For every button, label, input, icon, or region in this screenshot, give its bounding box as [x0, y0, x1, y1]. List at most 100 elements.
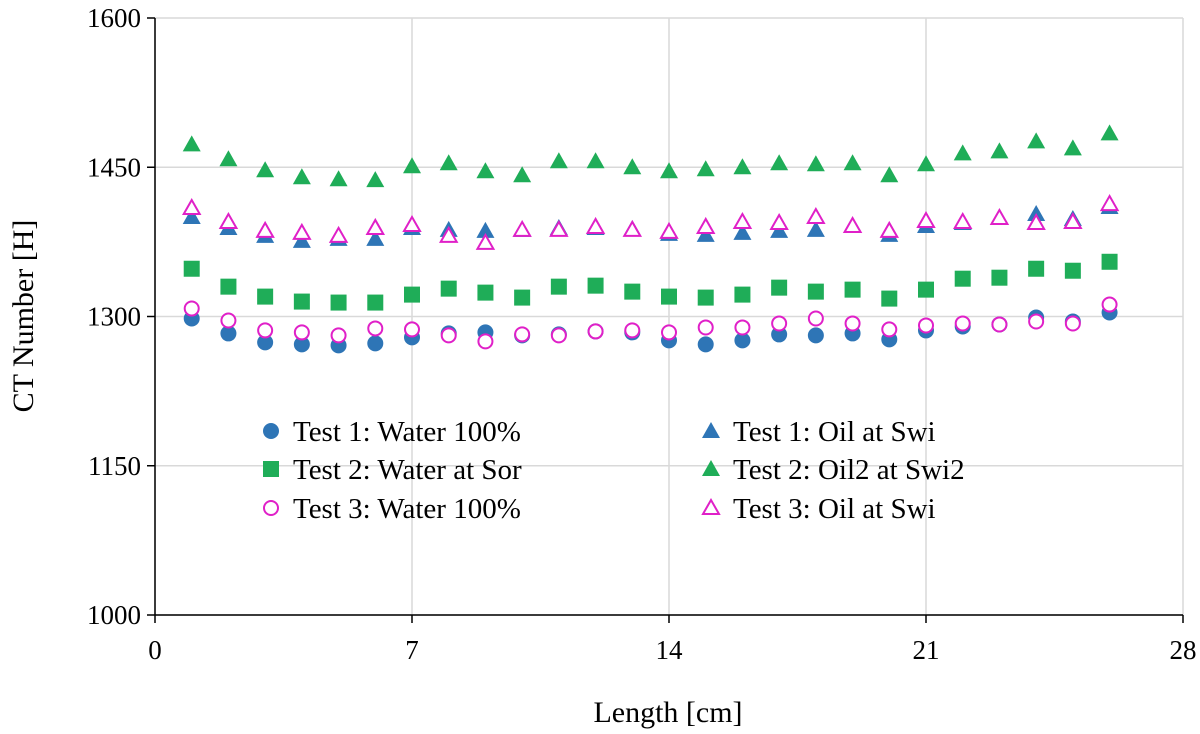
data-point	[989, 207, 1010, 225]
data-point	[587, 323, 604, 340]
data-point	[404, 286, 420, 303]
data-point	[549, 152, 568, 169]
legend-label: Test 3: Water 100%	[293, 493, 521, 525]
data-point	[330, 294, 347, 311]
data-point	[697, 289, 714, 306]
data-point	[513, 166, 532, 183]
legend-label: Test 2: Oil2 at Swi2	[733, 454, 965, 486]
data-point	[697, 336, 714, 353]
data-point	[661, 288, 677, 305]
data-point	[806, 220, 825, 237]
data-point	[991, 316, 1008, 333]
series-3	[183, 296, 1118, 350]
legend-entry: Test 2: Water at Sor	[263, 454, 522, 486]
data-point	[771, 279, 788, 296]
data-point	[918, 281, 934, 298]
data-point	[769, 212, 789, 230]
data-point	[881, 290, 898, 307]
data-point	[257, 288, 274, 305]
data-point	[1100, 124, 1119, 141]
data-point	[366, 171, 385, 188]
data-point	[880, 166, 899, 183]
data-point	[844, 281, 861, 298]
legend-entry: Test 3: Water 100%	[263, 493, 521, 525]
data-point	[770, 154, 789, 171]
x-tick-label: 28	[1170, 635, 1197, 665]
y-tick-label: 1300	[87, 302, 141, 332]
data-point	[367, 320, 384, 337]
data-point	[440, 327, 457, 344]
data-point	[403, 157, 421, 174]
legend: Test 1: Water 100% Test 2: Water at Sor Te…	[263, 416, 965, 525]
series-6	[181, 194, 1120, 250]
data-point	[182, 208, 201, 224]
x-tick-label: 21	[913, 635, 940, 665]
data-point	[255, 220, 275, 238]
data-point	[806, 155, 825, 172]
data-point	[477, 284, 494, 301]
data-point	[293, 293, 310, 310]
tick-marks	[147, 17, 1184, 623]
data-series	[181, 124, 1120, 354]
data-point	[659, 221, 679, 239]
x-tick-label: 14	[656, 635, 684, 665]
data-point	[438, 225, 459, 243]
data-point	[1064, 315, 1081, 332]
data-point	[1028, 260, 1045, 277]
legend-marker	[702, 460, 720, 476]
series-4	[182, 198, 1119, 248]
data-point	[366, 229, 385, 246]
data-point	[514, 289, 531, 306]
data-point	[1026, 212, 1046, 230]
y-tick-labels: 1000 1150 1300 1450 1600	[87, 3, 141, 630]
data-point	[734, 319, 751, 336]
data-point	[367, 294, 384, 311]
data-point	[1063, 211, 1083, 229]
data-point	[220, 312, 237, 329]
data-point	[293, 324, 310, 341]
data-point	[292, 168, 311, 185]
data-point	[550, 278, 567, 295]
legend-label: Test 1: Water 100%	[293, 416, 521, 448]
data-point	[183, 260, 200, 277]
data-point	[734, 286, 751, 303]
data-point	[842, 215, 863, 233]
data-point	[918, 317, 934, 334]
data-point	[1027, 132, 1046, 149]
data-point	[256, 161, 275, 178]
data-point	[514, 326, 531, 343]
legend-label: Test 2: Water at Sor	[293, 454, 522, 486]
data-point	[807, 310, 824, 327]
legend-marker	[263, 423, 279, 439]
data-point	[292, 222, 312, 240]
data-point	[807, 327, 824, 344]
data-point	[1028, 313, 1045, 330]
data-point	[329, 170, 348, 187]
data-point	[219, 150, 238, 167]
data-point	[585, 216, 606, 234]
data-point	[475, 232, 496, 250]
legend-marker	[263, 500, 279, 516]
data-point	[881, 321, 898, 338]
data-point	[550, 327, 567, 344]
data-point	[218, 211, 239, 229]
data-point	[586, 152, 605, 169]
data-point	[587, 277, 604, 294]
data-point	[330, 327, 347, 344]
data-point	[365, 217, 386, 235]
x-tick-labels: 0 7 14 21 28	[148, 635, 1196, 665]
data-point	[512, 219, 532, 237]
data-point	[844, 315, 861, 332]
data-point	[293, 336, 310, 353]
legend-marker	[263, 461, 279, 477]
data-point	[953, 144, 972, 161]
series-5	[182, 124, 1119, 188]
y-tick-label: 1150	[88, 451, 141, 481]
data-point	[257, 334, 274, 351]
data-point	[660, 162, 678, 179]
y-tick-label: 1600	[87, 3, 141, 33]
legend-entry: Test 1: Water 100%	[263, 416, 521, 448]
data-point	[807, 283, 824, 300]
y-tick-label: 1450	[87, 152, 141, 182]
